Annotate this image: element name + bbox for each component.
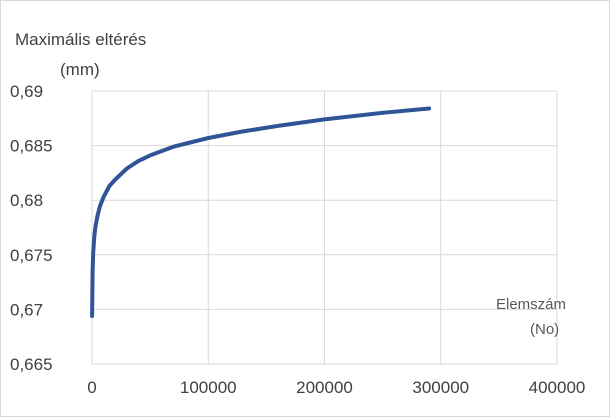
y-tick-label: 0,68	[10, 191, 43, 210]
x-tick-label: 400000	[529, 378, 586, 397]
y-axis-label-line2: (mm)	[60, 60, 100, 79]
y-tick-label: 0,69	[10, 82, 43, 101]
x-tick-label: 200000	[296, 378, 353, 397]
y-tick-label: 0,665	[10, 355, 53, 374]
x-axis-label-line1: Elemszám	[496, 296, 566, 313]
y-tick-labels: 0,665 0,67 0,675 0,68 0,685 0,69	[10, 82, 53, 374]
y-tick-label: 0,67	[10, 300, 43, 319]
x-tick-label: 0	[87, 378, 96, 397]
x-axis-label-line2: (No)	[530, 321, 559, 338]
series-layer	[90, 106, 432, 318]
x-tick-label: 100000	[180, 378, 237, 397]
x-tick-label: 300000	[412, 378, 469, 397]
y-tick-label: 0,675	[10, 246, 53, 265]
series-line	[90, 106, 432, 318]
grid-layer	[91, 90, 558, 365]
x-tick-labels: 0 100000 200000 300000 400000	[87, 378, 585, 397]
y-tick-label: 0,685	[10, 137, 53, 156]
y-axis-label-line1: Maximális eltérés	[15, 30, 146, 49]
